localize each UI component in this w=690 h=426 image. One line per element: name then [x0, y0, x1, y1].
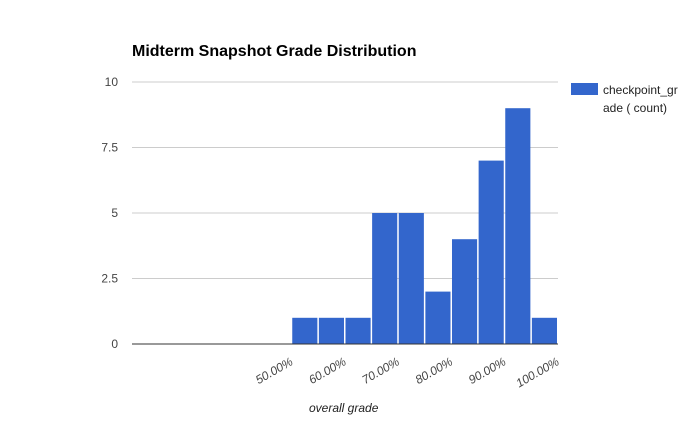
histogram-bar	[292, 317, 318, 344]
histogram-bar	[345, 317, 371, 344]
x-tick-label: 50.00%	[253, 354, 296, 387]
histogram-bar	[478, 160, 504, 344]
histogram-bar	[372, 213, 398, 344]
chart-title: Midterm Snapshot Grade Distribution	[132, 43, 417, 60]
y-tick-label: 10	[105, 75, 119, 89]
x-axis-label: overall grade	[309, 401, 379, 415]
y-tick-label: 7.5	[101, 141, 118, 155]
y-tick-labels: 0 2.5 5 7.5 10	[101, 75, 118, 351]
x-tick-label: 90.00%	[466, 354, 509, 387]
y-tick-label: 5	[111, 206, 118, 220]
legend-swatch	[571, 83, 598, 95]
x-tick-label: 100.00%	[513, 354, 561, 390]
histogram-bar	[398, 213, 424, 344]
histogram-bar	[425, 291, 451, 344]
x-tick-labels: 50.00% 60.00% 70.00% 80.00% 90.00% 100.00%	[253, 354, 562, 390]
y-tick-label: 0	[111, 337, 118, 351]
histogram-bar	[452, 239, 478, 344]
x-tick-label: 70.00%	[360, 354, 403, 387]
histogram-bar	[505, 108, 531, 344]
legend-label: checkpoint_grade ( count)	[603, 83, 678, 115]
bars	[292, 108, 557, 344]
x-tick-label: 60.00%	[306, 354, 349, 387]
x-tick-label: 80.00%	[413, 354, 456, 387]
histogram-bar	[531, 317, 557, 344]
y-tick-label: 2.5	[101, 272, 118, 286]
histogram-bar	[318, 317, 344, 344]
